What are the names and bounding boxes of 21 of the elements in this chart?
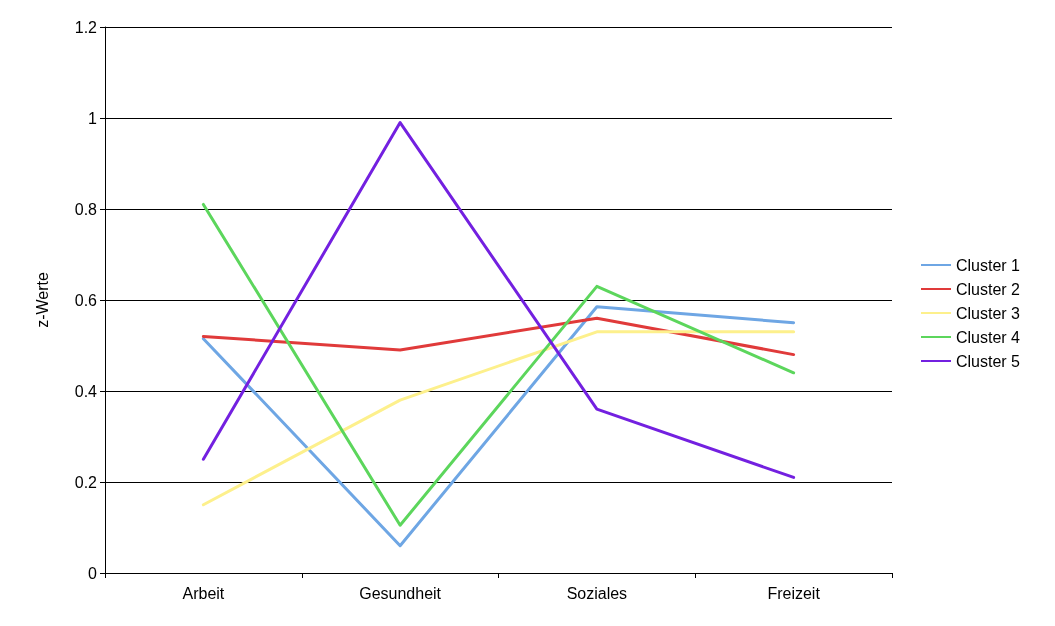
legend-label: Cluster 2 [955, 280, 1021, 298]
y-tick-label: 0 [88, 564, 98, 582]
legend-label: Cluster 1 [955, 256, 1021, 274]
y-tick-label: 1.2 [74, 18, 98, 36]
x-tick-label: Arbeit [182, 584, 225, 602]
line-series [201, 305, 796, 548]
y-tick-label: 0.8 [74, 200, 98, 218]
y-tick-label: 0.6 [74, 291, 98, 309]
line-series [201, 202, 796, 527]
x-tick-label: Gesundheit [359, 584, 442, 602]
y-tick-label: 0.2 [74, 473, 98, 491]
x-tick-label: Soziales [566, 584, 628, 602]
legend-label: Cluster 3 [955, 304, 1021, 322]
legend-label: Cluster 4 [955, 328, 1021, 346]
legend-label: Cluster 5 [955, 352, 1021, 370]
x-tick-label: Freizeit [767, 584, 821, 602]
y-tick-label: 0.4 [74, 382, 98, 400]
line-series [201, 316, 796, 357]
y-tick-label: 1 [88, 109, 98, 127]
y-axis-title: z-Werte [33, 272, 51, 328]
line-series [201, 121, 796, 479]
